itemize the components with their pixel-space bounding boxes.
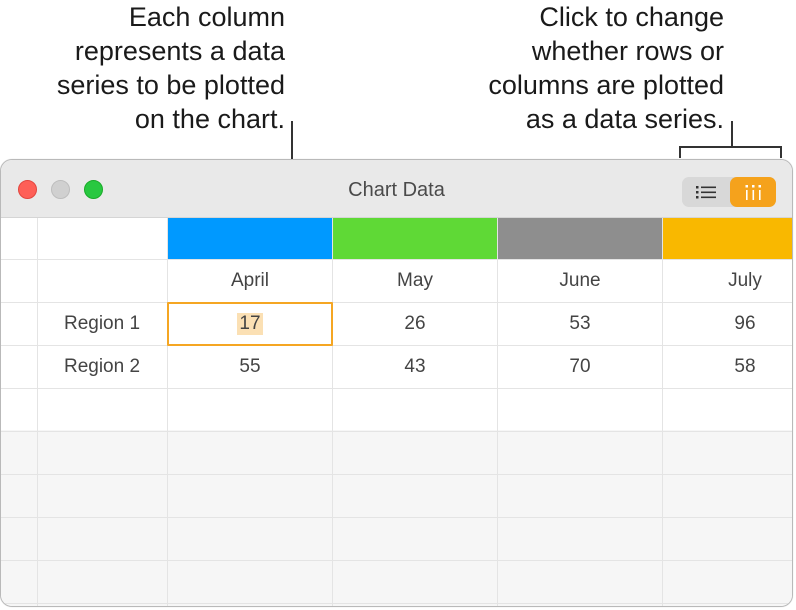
table-cell[interactable]: 26	[404, 313, 426, 334]
grid-line	[37, 218, 38, 606]
window-title: Chart Data	[348, 179, 445, 201]
grid-line	[1, 431, 792, 432]
data-table: April May June July Region 1 17 26 53 96…	[1, 218, 792, 606]
columns-icon	[745, 185, 761, 200]
grid-line	[1, 560, 792, 561]
callout-line: series to be plotted	[56, 70, 285, 100]
table-cell[interactable]: 58	[734, 356, 756, 377]
table-cell[interactable]: 55	[239, 356, 261, 377]
grid-line	[1, 259, 792, 260]
grid-line	[1, 603, 792, 604]
grid-line	[1, 474, 792, 475]
callout-line: columns are plotted	[488, 70, 724, 100]
row-label-region-1[interactable]: Region 1	[63, 313, 141, 334]
selected-cell-highlight	[167, 302, 333, 346]
empty-rows-background	[1, 430, 792, 606]
series-color-july[interactable]	[663, 218, 792, 259]
grid-line	[662, 218, 663, 606]
grid-line	[1, 388, 792, 389]
series-color-june[interactable]	[498, 218, 662, 259]
callout-line: Each column	[128, 2, 285, 32]
series-orientation-toggle	[682, 177, 776, 207]
series-color-april[interactable]	[168, 218, 332, 259]
column-header-july[interactable]: July	[728, 270, 762, 291]
plot-rows-as-series-button[interactable]	[682, 177, 730, 207]
grid-line	[497, 218, 498, 606]
grid-line	[1, 345, 792, 346]
plot-columns-as-series-button[interactable]	[730, 177, 776, 207]
table-cell[interactable]: 70	[569, 356, 591, 377]
table-cell[interactable]: 17	[168, 303, 332, 345]
grid-line	[167, 218, 168, 606]
callout-line: represents a data	[74, 36, 285, 66]
column-header-may[interactable]: May	[397, 270, 433, 291]
close-window-button[interactable]	[18, 180, 37, 199]
grid-line	[1, 517, 792, 518]
grid-line	[1, 302, 792, 303]
table-cell[interactable]: 96	[734, 313, 756, 334]
zoom-window-button[interactable]	[84, 180, 103, 199]
callout-line: on the chart.	[134, 104, 285, 134]
callout-line: whether rows or	[531, 36, 724, 66]
chart-data-window: Chart Data	[0, 159, 793, 607]
title-bar: Chart Data	[1, 160, 792, 218]
table-cell[interactable]: 43	[404, 356, 426, 377]
callout-line: Click to change	[539, 2, 724, 32]
callout-bracket-left-tick	[679, 146, 681, 158]
series-color-may[interactable]	[333, 218, 497, 259]
callout-toggle-explanation: Click to change whether rows or columns …	[488, 0, 724, 136]
grid-line	[332, 218, 333, 606]
minimize-window-button[interactable]	[51, 180, 70, 199]
callout-bracket-right-tick	[780, 146, 782, 158]
row-label-region-2[interactable]: Region 2	[63, 356, 141, 377]
callout-series-columns: Each column represents a data series to …	[57, 0, 285, 136]
table-cell[interactable]: 53	[569, 313, 591, 334]
list-icon	[696, 186, 716, 199]
column-header-june[interactable]: June	[559, 270, 601, 291]
selected-cell-value[interactable]: 17	[237, 313, 263, 335]
callout-bracket-bar	[679, 146, 782, 148]
callout-bracket-stem	[731, 121, 733, 147]
callout-line: as a data series.	[525, 104, 724, 134]
column-header-april[interactable]: April	[230, 270, 269, 291]
